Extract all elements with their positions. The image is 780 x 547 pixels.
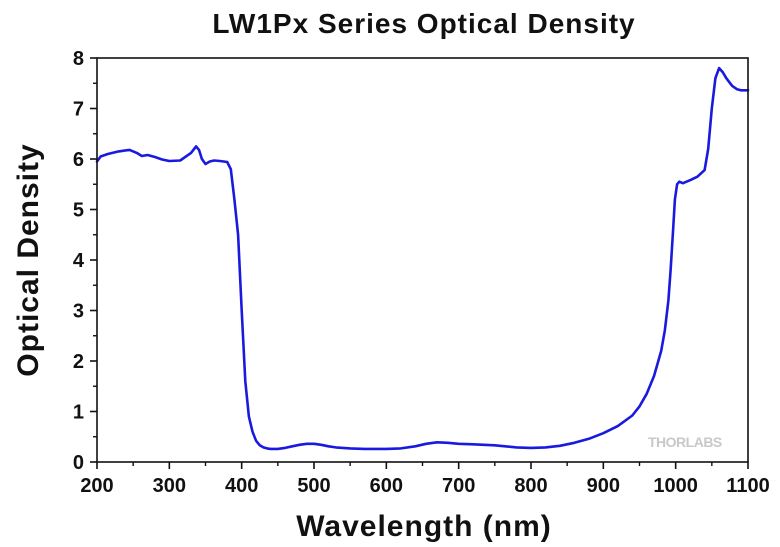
x-tick-label: 800	[514, 475, 547, 497]
x-tick-label: 500	[297, 475, 330, 497]
y-tick-label: 4	[73, 250, 85, 272]
x-tick-label: 600	[370, 475, 403, 497]
x-tick-label: 1000	[653, 475, 698, 497]
chart-title: LW1Px Series Optical Density	[212, 8, 635, 39]
y-tick-label: 3	[73, 301, 84, 323]
x-tick-label: 400	[225, 475, 258, 497]
plot-area-frame	[96, 57, 749, 463]
y-tick-label: 7	[73, 99, 84, 121]
y-tick-label: 8	[73, 48, 84, 70]
x-tick-label: 700	[442, 475, 475, 497]
y-tick-label: 1	[73, 402, 84, 424]
y-tick-label: 0	[73, 452, 84, 474]
x-tick-label: 300	[153, 475, 186, 497]
x-tick-label: 200	[80, 475, 113, 497]
x-axis-label: Wavelength (nm)	[296, 510, 552, 543]
y-tick-label: 2	[73, 351, 84, 373]
y-tick-label: 6	[73, 149, 84, 171]
x-tick-label: 1100	[726, 475, 769, 497]
thorlabs-watermark: THORLABS	[648, 434, 722, 450]
y-axis-label: Optical Density	[12, 143, 45, 376]
y-tick-label: 5	[73, 200, 84, 222]
series-line-lw1px	[95, 66, 750, 451]
axis-ticks: 200 300 400 500 600 700 800 900 1000 1100 0 1 2 3 4 5 6 7…	[73, 48, 770, 497]
x-tick-label: 900	[587, 475, 620, 497]
